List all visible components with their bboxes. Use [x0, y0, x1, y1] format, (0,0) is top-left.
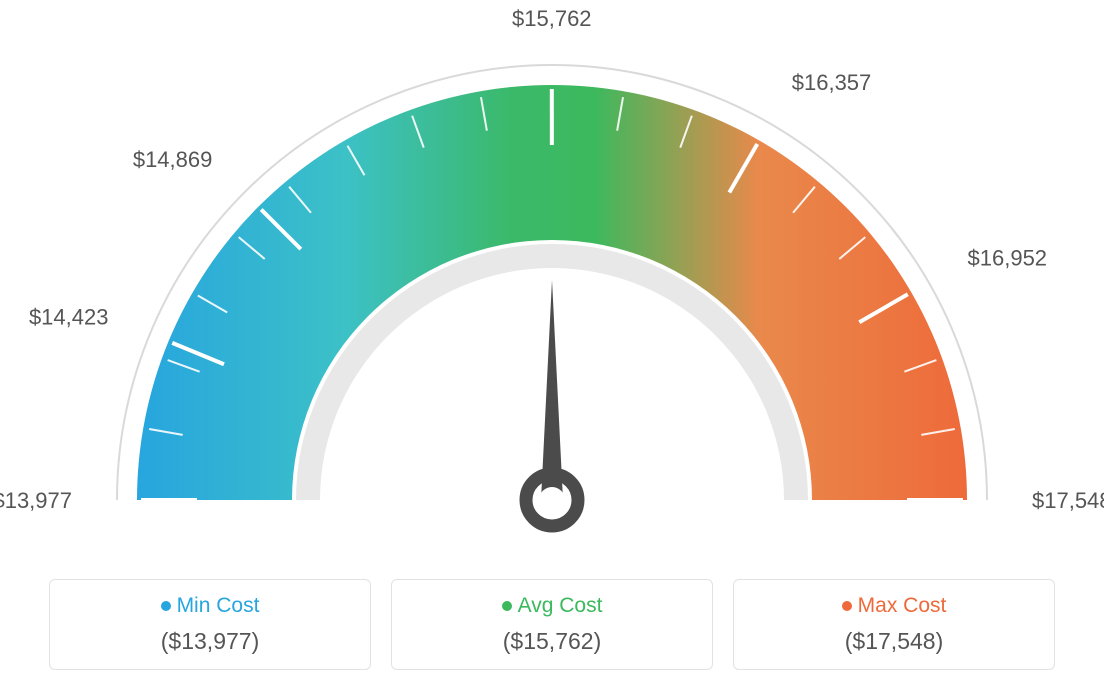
legend-title-min: Min Cost	[50, 594, 370, 618]
legend-row: Min Cost ($13,977) Avg Cost ($15,762) Ma…	[0, 579, 1104, 670]
legend-card-min: Min Cost ($13,977)	[49, 579, 371, 670]
legend-label-min: Min Cost	[177, 594, 260, 617]
legend-label-max: Max Cost	[858, 594, 947, 617]
legend-card-avg: Avg Cost ($15,762)	[391, 579, 713, 670]
dot-icon	[161, 601, 171, 611]
legend-title-max: Max Cost	[734, 594, 1054, 618]
svg-text:$14,423: $14,423	[29, 304, 109, 329]
legend-value-min: ($13,977)	[50, 628, 370, 655]
cost-gauge-widget: $13,977 $14,423 $14,869 $15,762 $16,357 $16,9…	[0, 0, 1104, 690]
svg-text:$14,869: $14,869	[133, 147, 213, 172]
legend-card-max: Max Cost ($17,548)	[733, 579, 1055, 670]
svg-text:$16,357: $16,357	[792, 70, 872, 95]
legend-label-avg: Avg Cost	[518, 594, 603, 617]
dot-icon	[842, 601, 852, 611]
legend-value-max: ($17,548)	[734, 628, 1054, 655]
dot-icon	[502, 601, 512, 611]
svg-text:$13,977: $13,977	[0, 488, 72, 513]
svg-text:$15,762: $15,762	[512, 6, 592, 31]
legend-value-avg: ($15,762)	[392, 628, 712, 655]
svg-text:$17,548: $17,548	[1032, 488, 1104, 513]
legend-title-avg: Avg Cost	[392, 594, 712, 618]
gauge-chart: $13,977 $14,423 $14,869 $15,762 $16,357 $16,9…	[0, 0, 1104, 540]
svg-text:$16,952: $16,952	[968, 246, 1048, 271]
